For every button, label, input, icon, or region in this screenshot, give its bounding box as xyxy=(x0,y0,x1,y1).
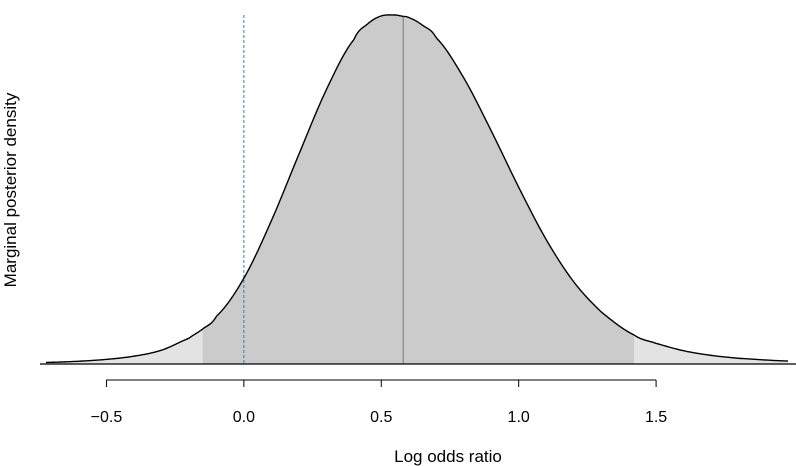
x-tick-label: 1.0 xyxy=(508,409,530,426)
density-curve xyxy=(45,14,789,364)
plot-area xyxy=(40,14,796,365)
x-tick-label: 0.0 xyxy=(233,409,255,426)
x-tick-label: −0.5 xyxy=(91,409,123,426)
x-axis-ticks: −0.5 0.0 0.5 1.0 1.5 xyxy=(91,380,667,426)
x-tick-label: 1.5 xyxy=(645,409,667,426)
x-axis: −0.5 0.0 0.5 1.0 1.5 xyxy=(91,379,667,426)
right-tail-shaded-area xyxy=(634,335,788,364)
x-axis-title: Log odds ratio xyxy=(394,447,502,466)
credible-interval-shaded-area xyxy=(202,14,635,365)
x-tick-label: 0.5 xyxy=(370,409,392,426)
left-tail-shaded-area xyxy=(46,329,203,364)
y-axis-title: Marginal posterior density xyxy=(1,92,20,287)
